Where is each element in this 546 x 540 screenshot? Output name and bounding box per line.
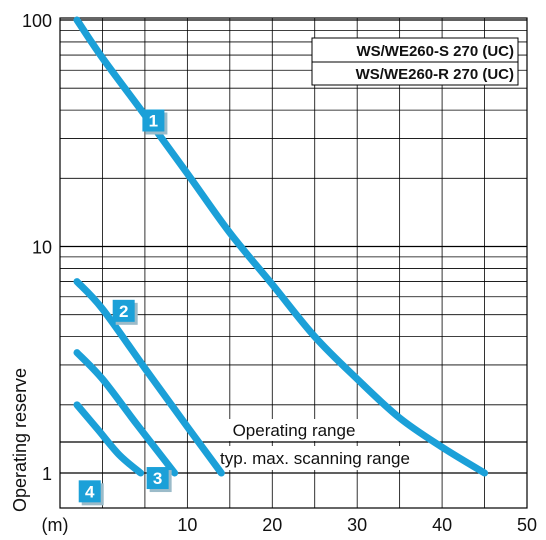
- y-axis-label: Operating reserve: [10, 368, 30, 512]
- x-tick-label: 10: [177, 515, 197, 535]
- tick-labels: 10 20 30 40 50 1 10 100: [22, 11, 537, 535]
- curve-1: [73, 16, 489, 477]
- badge-label: 1: [149, 111, 158, 130]
- x-tick-label: 30: [347, 515, 367, 535]
- x-tick-label: 40: [432, 515, 452, 535]
- badge-label: 4: [85, 482, 95, 501]
- badge-1: 1: [142, 109, 168, 135]
- badge-3: 3: [146, 467, 172, 493]
- badge-box: [78, 480, 101, 503]
- operating-range-label: Operating range: [233, 421, 356, 440]
- curve-2: [73, 278, 225, 477]
- badge-box: [112, 299, 135, 322]
- badge-box: [142, 109, 165, 132]
- curve-badges: 1 2 3 4: [78, 109, 172, 506]
- badge-4: 4: [78, 480, 104, 506]
- operating-range-annotation: Operating range typ. max. scanning range: [200, 419, 432, 470]
- badge-box: [146, 467, 169, 490]
- y-tick-label: 1: [42, 464, 52, 484]
- badge-label: 2: [119, 302, 128, 321]
- y-tick-label: 100: [22, 11, 52, 31]
- legend: WS/WE260-S 270 (UC) WS/WE260-R 270 (UC): [311, 37, 519, 86]
- x-tick-label: 20: [262, 515, 282, 535]
- badge-label: 3: [153, 469, 162, 488]
- legend-item-s: WS/WE260-S 270 (UC): [356, 43, 514, 60]
- curve-4: [73, 401, 145, 477]
- y-tick-label: 10: [32, 238, 52, 258]
- x-unit-label: (m): [42, 515, 69, 535]
- scanning-range-label: typ. max. scanning range: [220, 449, 410, 468]
- curve-3: [73, 349, 179, 477]
- curves: [73, 16, 489, 477]
- badge-2: 2: [112, 299, 138, 325]
- x-tick-label: 50: [517, 515, 537, 535]
- legend-item-r: WS/WE260-R 270 (UC): [356, 66, 514, 83]
